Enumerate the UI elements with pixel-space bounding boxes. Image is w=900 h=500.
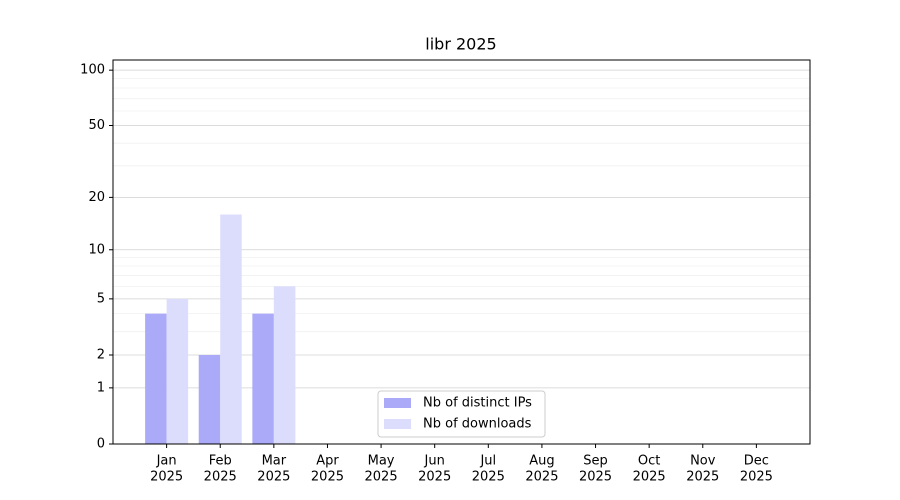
- y-tick-label: 50: [88, 118, 105, 133]
- x-tick-label: 2025: [525, 470, 558, 485]
- x-tick-label: 2025: [365, 470, 398, 485]
- x-tick-label: Sep: [583, 454, 608, 469]
- x-tick-label: 2025: [472, 470, 505, 485]
- x-tick-label: Aug: [529, 454, 554, 469]
- y-tick-label: 20: [88, 190, 105, 205]
- x-tick-label: 2025: [633, 470, 666, 485]
- bar: [166, 298, 189, 444]
- legend-swatch: [384, 419, 411, 429]
- bar: [198, 355, 221, 444]
- x-tick-label: 2025: [418, 470, 451, 485]
- bar: [252, 313, 274, 444]
- x-tick-label: Feb: [209, 454, 232, 469]
- bar: [273, 286, 296, 444]
- x-tick-label: Jul: [479, 454, 496, 469]
- legend-label: Nb of distinct IPs: [423, 396, 532, 411]
- plot-frame: [112, 59, 811, 445]
- y-tick-label: 100: [80, 63, 105, 78]
- y-tick-label: 10: [88, 242, 105, 257]
- x-tick-label: Jun: [424, 454, 445, 469]
- legend-label: Nb of downloads: [423, 417, 532, 432]
- x-tick-label: Jan: [156, 454, 177, 469]
- legend-swatch: [384, 398, 411, 408]
- x-tick-label: Oct: [638, 454, 660, 469]
- y-tick-label: 2: [97, 348, 105, 363]
- chart-title: libr 2025: [425, 35, 496, 54]
- x-tick-label: 2025: [579, 470, 612, 485]
- y-tick-label: 1: [97, 380, 105, 395]
- legend-box: [377, 390, 546, 438]
- x-tick-label: 2025: [257, 470, 290, 485]
- x-tick-label: Apr: [316, 454, 339, 469]
- x-tick-label: Dec: [744, 454, 769, 469]
- x-tick-label: May: [368, 454, 395, 469]
- y-tick-label: 0: [97, 437, 105, 452]
- x-tick-label: 2025: [311, 470, 344, 485]
- x-tick-label: Mar: [262, 454, 287, 469]
- y-tick-label: 5: [97, 291, 105, 306]
- bar: [220, 214, 242, 444]
- x-tick-label: 2025: [686, 470, 719, 485]
- bar: [145, 313, 167, 444]
- x-tick-label: 2025: [204, 470, 237, 485]
- x-tick-label: Nov: [690, 454, 716, 469]
- x-tick-label: 2025: [150, 470, 183, 485]
- x-tick-label: 2025: [740, 470, 773, 485]
